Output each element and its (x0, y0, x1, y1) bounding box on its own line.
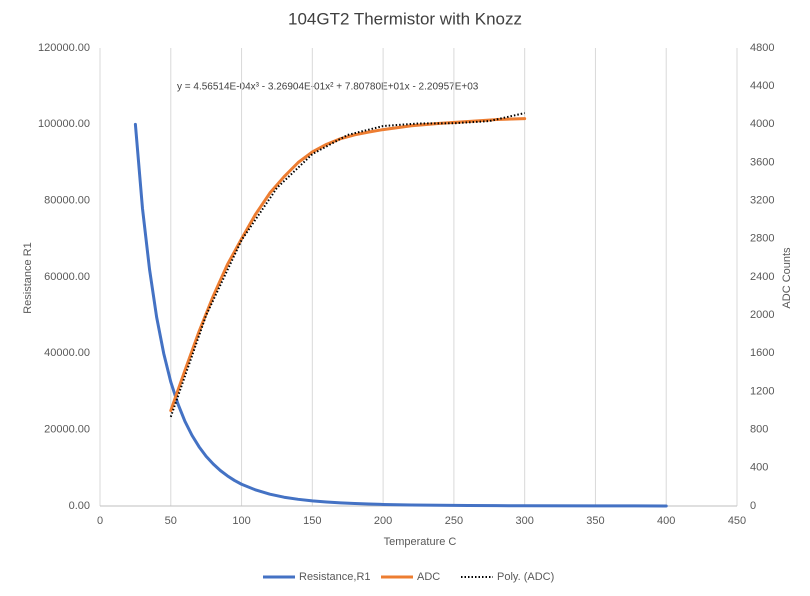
legend-label: ADC (417, 571, 440, 583)
y2-tick-label: 4400 (750, 80, 774, 92)
series-line (169, 117, 527, 413)
series-line (169, 112, 525, 418)
y2-axis-label: ADC Counts (781, 247, 793, 309)
y2-tick-label: 1200 (750, 385, 774, 397)
series-line (133, 122, 668, 508)
x-tick-label: 400 (657, 515, 675, 527)
y2-tick-label: 3600 (750, 156, 774, 168)
y2-tick-label: 2400 (750, 271, 774, 283)
y2-tick-label: 4000 (750, 118, 774, 130)
y-tick-label: 120000.00 (38, 42, 90, 54)
y-axis-label: Resistance R1 (22, 242, 34, 314)
legend-label: Resistance,R1 (299, 571, 371, 583)
x-tick-label: 350 (586, 515, 604, 527)
y-tick-label: 0.00 (69, 500, 90, 512)
y2-tick-label: 4800 (750, 42, 774, 54)
y2-tick-label: 3200 (750, 195, 774, 207)
x-axis-label: Temperature C (384, 536, 457, 548)
x-tick-label: 300 (515, 515, 533, 527)
y2-tick-label: 400 (750, 462, 768, 474)
chart-title: 104GT2 Thermistor with Knozz (288, 9, 522, 28)
trendline-equation: y = 4.56514E-04x³ - 3.26904E-01x² + 7.80… (177, 82, 479, 93)
y2-tick-label: 0 (750, 500, 756, 512)
x-tick-label: 450 (728, 515, 746, 527)
x-tick-label: 150 (303, 515, 321, 527)
legend-label: Poly. (ADC) (497, 571, 554, 583)
y-tick-label: 100000.00 (38, 118, 90, 130)
y-tick-label: 60000.00 (44, 271, 90, 283)
x-tick-label: 50 (165, 515, 177, 527)
y2-tick-label: 800 (750, 424, 768, 436)
x-tick-label: 250 (445, 515, 463, 527)
x-tick-label: 100 (232, 515, 250, 527)
y-tick-label: 40000.00 (44, 347, 90, 359)
x-tick-label: 0 (97, 515, 103, 527)
x-tick-label: 200 (374, 515, 392, 527)
y2-tick-label: 2800 (750, 233, 774, 245)
y2-tick-label: 1600 (750, 347, 774, 359)
y2-tick-label: 2000 (750, 309, 774, 321)
y-tick-label: 80000.00 (44, 195, 90, 207)
y-tick-label: 20000.00 (44, 424, 90, 436)
